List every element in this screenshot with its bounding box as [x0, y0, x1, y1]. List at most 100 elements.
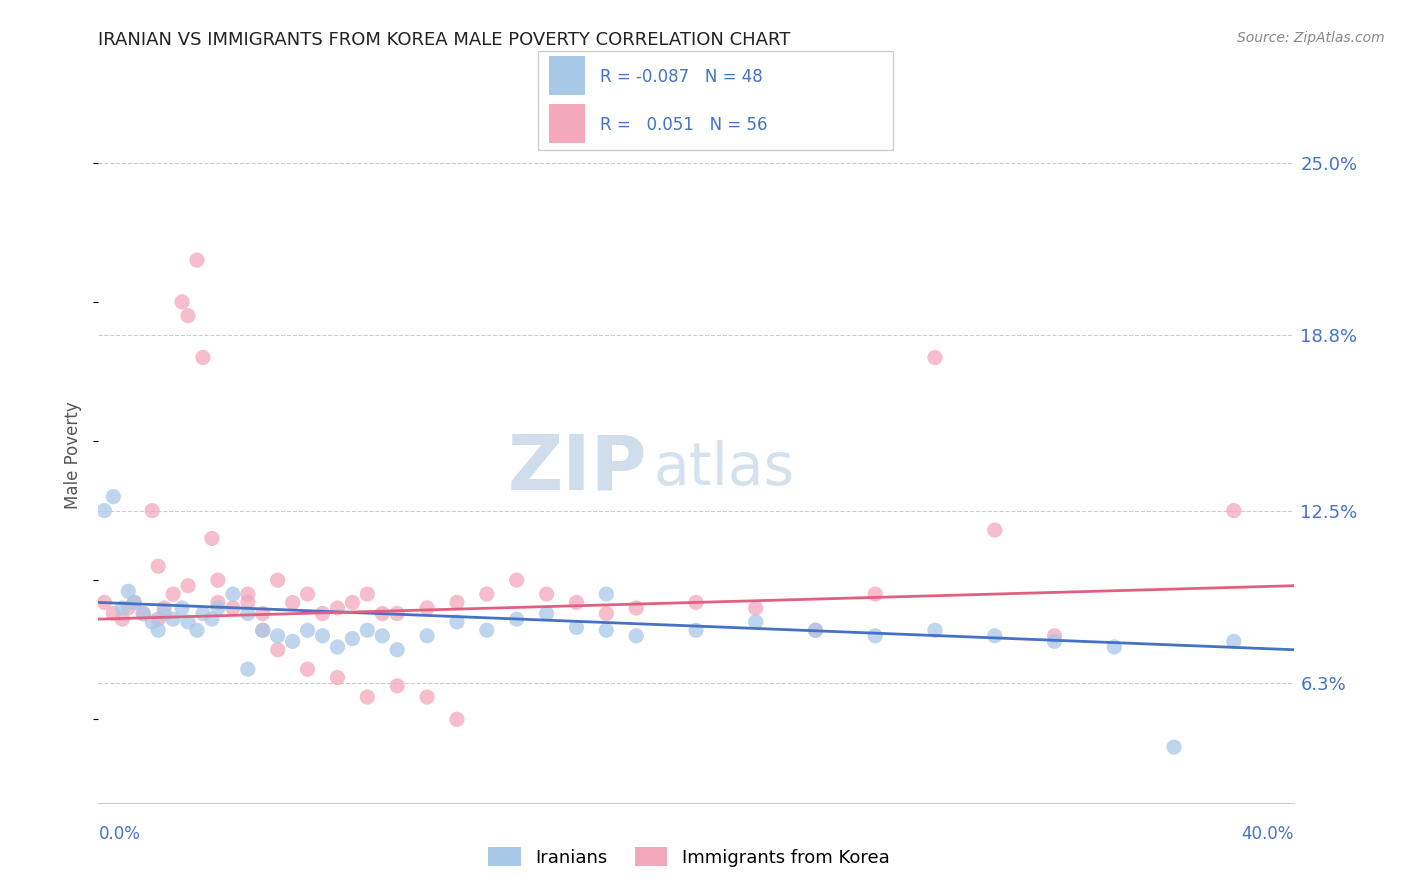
Point [117, 584, 139, 599]
Point [565, 620, 588, 634]
Point [207, 601, 229, 615]
Point [177, 615, 200, 629]
Point [536, 607, 558, 621]
Text: R = -0.087   N = 48: R = -0.087 N = 48 [600, 68, 763, 86]
Point [191, 351, 214, 365]
Point [385, 679, 409, 693]
Y-axis label: Male Poverty: Male Poverty [65, 401, 83, 508]
Point [267, 642, 290, 657]
Point [356, 690, 378, 704]
Point [177, 579, 200, 593]
Legend: Iranians, Immigrants from Korea: Iranians, Immigrants from Korea [481, 840, 897, 874]
Point [124, 595, 146, 609]
Text: ZIP: ZIP [508, 432, 647, 506]
Point [172, 601, 194, 615]
Point [1043, 634, 1066, 648]
Point [356, 587, 378, 601]
Point [191, 607, 214, 621]
Point [153, 601, 176, 615]
Point [153, 607, 176, 621]
Point [111, 601, 134, 615]
Point [297, 587, 319, 601]
Point [297, 624, 319, 638]
Point [207, 573, 229, 587]
Point [565, 595, 588, 609]
Point [222, 587, 245, 601]
Point [685, 624, 707, 638]
Point [475, 587, 498, 601]
Point [416, 601, 439, 615]
Point [984, 523, 1007, 537]
Text: 0.0%: 0.0% [98, 825, 141, 843]
Point [252, 624, 274, 638]
Point [236, 587, 259, 601]
Point [1043, 629, 1066, 643]
Point [446, 712, 468, 726]
Point [865, 629, 887, 643]
Point [297, 662, 319, 676]
Point [804, 624, 827, 638]
Point [924, 624, 946, 638]
Point [162, 612, 184, 626]
Point [536, 587, 558, 601]
Point [371, 607, 394, 621]
Point [103, 490, 125, 504]
Point [924, 351, 946, 365]
Point [342, 632, 364, 646]
Point [506, 573, 529, 587]
Point [356, 624, 378, 638]
FancyBboxPatch shape [548, 56, 585, 95]
Point [93, 595, 115, 609]
Point [281, 634, 304, 648]
Point [595, 607, 617, 621]
Point [148, 624, 170, 638]
Point [326, 601, 349, 615]
Point [595, 624, 617, 638]
Point [416, 629, 439, 643]
Text: 40.0%: 40.0% [1241, 825, 1294, 843]
Point [252, 624, 274, 638]
Point [1163, 740, 1185, 755]
Point [311, 629, 333, 643]
Point [1104, 640, 1126, 654]
Point [281, 595, 304, 609]
Point [117, 601, 139, 615]
Point [385, 607, 409, 621]
Point [416, 690, 439, 704]
Point [311, 607, 333, 621]
Point [745, 615, 768, 629]
Point [186, 624, 208, 638]
Point [685, 595, 707, 609]
Point [172, 294, 194, 309]
Point [186, 253, 208, 268]
Point [804, 624, 827, 638]
Point [162, 587, 184, 601]
Point [236, 662, 259, 676]
Point [342, 595, 364, 609]
Point [124, 595, 146, 609]
Point [446, 615, 468, 629]
Point [267, 629, 290, 643]
FancyBboxPatch shape [548, 104, 585, 144]
Point [326, 671, 349, 685]
Point [1223, 503, 1246, 517]
Point [201, 612, 224, 626]
Text: Source: ZipAtlas.com: Source: ZipAtlas.com [1237, 31, 1385, 45]
Point [1223, 634, 1246, 648]
Point [626, 601, 648, 615]
Point [371, 629, 394, 643]
Point [148, 559, 170, 574]
FancyBboxPatch shape [538, 51, 893, 150]
Point [93, 503, 115, 517]
Point [148, 612, 170, 626]
Point [595, 587, 617, 601]
Point [141, 615, 163, 629]
Text: IRANIAN VS IMMIGRANTS FROM KOREA MALE POVERTY CORRELATION CHART: IRANIAN VS IMMIGRANTS FROM KOREA MALE PO… [98, 31, 790, 49]
Text: atlas: atlas [654, 441, 794, 498]
Point [132, 607, 155, 621]
Point [984, 629, 1007, 643]
Point [745, 601, 768, 615]
Point [201, 532, 224, 546]
Point [236, 595, 259, 609]
Point [207, 595, 229, 609]
